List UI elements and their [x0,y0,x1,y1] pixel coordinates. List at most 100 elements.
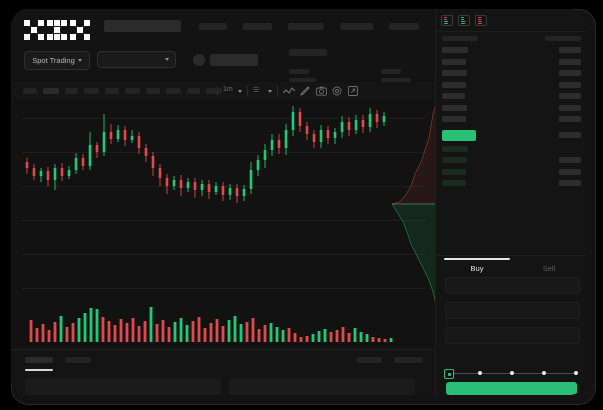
gridline [21,254,425,255]
orderbook-ask-row[interactable] [442,116,466,122]
amount-slider-step[interactable] [542,371,546,375]
stat-label [381,69,401,74]
orderbook-bid-row[interactable] [442,157,467,163]
gridline [21,220,425,221]
buy-tab[interactable]: Buy [470,264,484,273]
orderbook-bid-row[interactable] [442,145,468,152]
price-chart[interactable] [11,100,435,304]
timeframe-button[interactable] [146,88,160,94]
market-mode-selector[interactable]: Spot Trading [24,51,90,70]
orders-card[interactable] [25,378,221,395]
timeframe-button[interactable] [187,88,200,94]
place-buy-order-button[interactable] [446,382,577,395]
amount-slider-step[interactable] [574,371,578,375]
orders-card[interactable] [229,378,415,395]
orders-panel [11,349,435,395]
nav-item-5[interactable] [389,23,419,30]
line-chart-icon[interactable] [283,87,295,96]
timeframe-button[interactable] [65,88,78,94]
orders-tab-underline [25,369,53,371]
okx-logo-mark-2 [47,20,67,40]
orderbook-col-header [442,36,478,41]
orderbook-asks-icon[interactable] [475,15,487,26]
orderbook-ask-size[interactable] [559,116,581,122]
orderbook-ask-size[interactable] [559,70,581,76]
orderbook-bid-row[interactable] [442,168,466,175]
orderbook-ask-row[interactable] [442,58,466,65]
timeframe-button[interactable] [166,88,181,94]
candlestick-series [25,106,386,203]
divider [436,255,586,256]
orderbook-ask-size[interactable] [559,58,581,65]
search-bar[interactable] [104,20,181,32]
orderbook-last-size[interactable] [559,131,581,138]
interval-dropdown[interactable]: 1m [223,86,233,93]
pair-coin-avatar [193,54,205,66]
orderbook-bid-row[interactable] [442,180,466,186]
fullscreen-icon[interactable] [348,86,358,96]
orders-action[interactable] [394,357,423,363]
stat-value [289,78,316,83]
chevron-down-icon[interactable] [268,90,272,93]
pair-name-placeholder [210,54,258,66]
orderbook-ask-size[interactable] [559,104,581,111]
orderbook-ask-row[interactable] [442,81,466,88]
timeframe-button[interactable] [84,88,99,94]
orders-tab[interactable] [25,357,53,363]
settings-icon[interactable] [332,86,342,96]
app-screen: Spot Trading 1m ☰ [11,9,586,395]
orderbook-bid-size[interactable] [559,168,581,175]
amount-slider-step[interactable] [478,371,482,375]
timeframe-button[interactable] [43,88,59,94]
trading-pair-selector[interactable] [97,51,176,68]
gridline [21,118,425,119]
orderbook-ask-row[interactable] [442,93,465,99]
total-field[interactable] [445,327,580,344]
orderbook-ask-row[interactable] [442,70,467,76]
nav-item-1[interactable] [199,23,227,30]
orders-tab[interactable] [65,357,91,363]
volume-chart [11,304,435,349]
depth-chart [391,104,436,304]
chart-toolbar: 1m ☰ [11,82,435,100]
chevron-down-icon [77,59,82,62]
orderbook-ask-size[interactable] [559,81,581,88]
nav-item-4[interactable] [340,23,373,30]
amount-field[interactable] [445,302,580,319]
sell-tab[interactable]: Sell [542,264,556,273]
camera-icon[interactable] [316,86,327,96]
device-bezel: Spot Trading 1m ☰ [6,4,601,410]
timeframe-button[interactable] [125,88,140,94]
orderbook-bid-size[interactable] [559,180,581,186]
market-mode-label: Spot Trading [32,56,75,65]
orderbook-bids-icon[interactable] [458,15,470,26]
orderbook-ask-size[interactable] [559,93,581,99]
amount-slider-step[interactable] [510,371,514,375]
price-field[interactable] [445,277,580,294]
volume-series [29,307,393,342]
timeframe-button[interactable] [105,88,119,94]
timeframe-button[interactable] [23,88,37,94]
divider [436,31,586,32]
orderbook-ask-row[interactable] [442,104,467,111]
orderbook-bid-size[interactable] [559,157,581,163]
pencil-icon[interactable] [300,86,310,96]
chevron-down-icon[interactable] [238,90,242,93]
nav-item-3[interactable] [288,23,324,30]
buy-tab-underline [444,258,510,260]
orderbook-both-icon[interactable] [441,15,453,26]
timeframe-button[interactable] [206,88,222,94]
stat-label [289,69,309,74]
orderbook-last-price[interactable] [442,129,476,141]
gridline [21,152,425,153]
charttype-dropdown[interactable]: ☰ [253,87,260,94]
amount-slider-knob[interactable] [444,369,454,379]
symbol-label-placeholder [289,49,327,56]
okx-logo[interactable] [24,20,90,40]
stat-value [381,78,411,83]
orderbook-ask-row[interactable] [442,47,468,53]
nav-item-2[interactable] [243,23,272,30]
orders-action[interactable] [356,357,382,363]
orderbook-ask-size[interactable] [559,47,581,53]
